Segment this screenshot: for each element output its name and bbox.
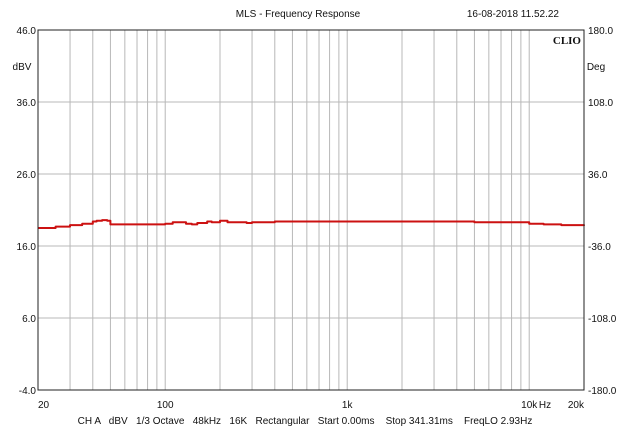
y-tick-label: 46.0 xyxy=(17,26,37,37)
measurement-info: CH A dBV 1/3 Octave 48kHz 16K Rectangula… xyxy=(78,416,533,427)
plot-frame xyxy=(37,29,585,391)
y2-tick-label: -180.0 xyxy=(588,386,617,397)
axes: 46.0 36.0 26.0 16.0 6.0 -4.0 180.0 108.0 36.0 -36… xyxy=(17,26,617,411)
y2-tick-label: 108.0 xyxy=(588,98,613,109)
y-tick-label: 6.0 xyxy=(22,314,36,325)
y2-tick-label: 36.0 xyxy=(588,170,608,181)
x-tick-label: 10k xyxy=(521,400,538,411)
x-tick-label: 20 xyxy=(38,400,50,411)
y2-tick-label: 180.0 xyxy=(588,26,613,37)
trace-layer xyxy=(38,219,585,229)
grid xyxy=(38,30,584,390)
y-axis-unit: dBV xyxy=(13,62,32,73)
y-tick-label: -4.0 xyxy=(19,386,37,397)
y2-axis-unit: Deg xyxy=(587,62,605,73)
y-tick-label: 36.0 xyxy=(17,98,37,109)
y-tick-label: 16.0 xyxy=(17,242,37,253)
chart-title: MLS - Frequency Response xyxy=(236,9,361,20)
clio-logo: CLIO xyxy=(553,35,582,47)
timestamp: 16-08-2018 11.52.22 xyxy=(467,9,560,20)
x-tick-label: 100 xyxy=(157,400,174,411)
y-tick-label: 26.0 xyxy=(17,170,37,181)
x-tick-label: 1k xyxy=(342,400,354,411)
y2-tick-label: -36.0 xyxy=(588,242,611,253)
frequency-response-trace xyxy=(38,219,585,229)
x-axis-unit: Hz xyxy=(539,400,551,411)
x-tick-label: 20k xyxy=(568,400,585,411)
y2-tick-label: -108.0 xyxy=(588,314,617,325)
